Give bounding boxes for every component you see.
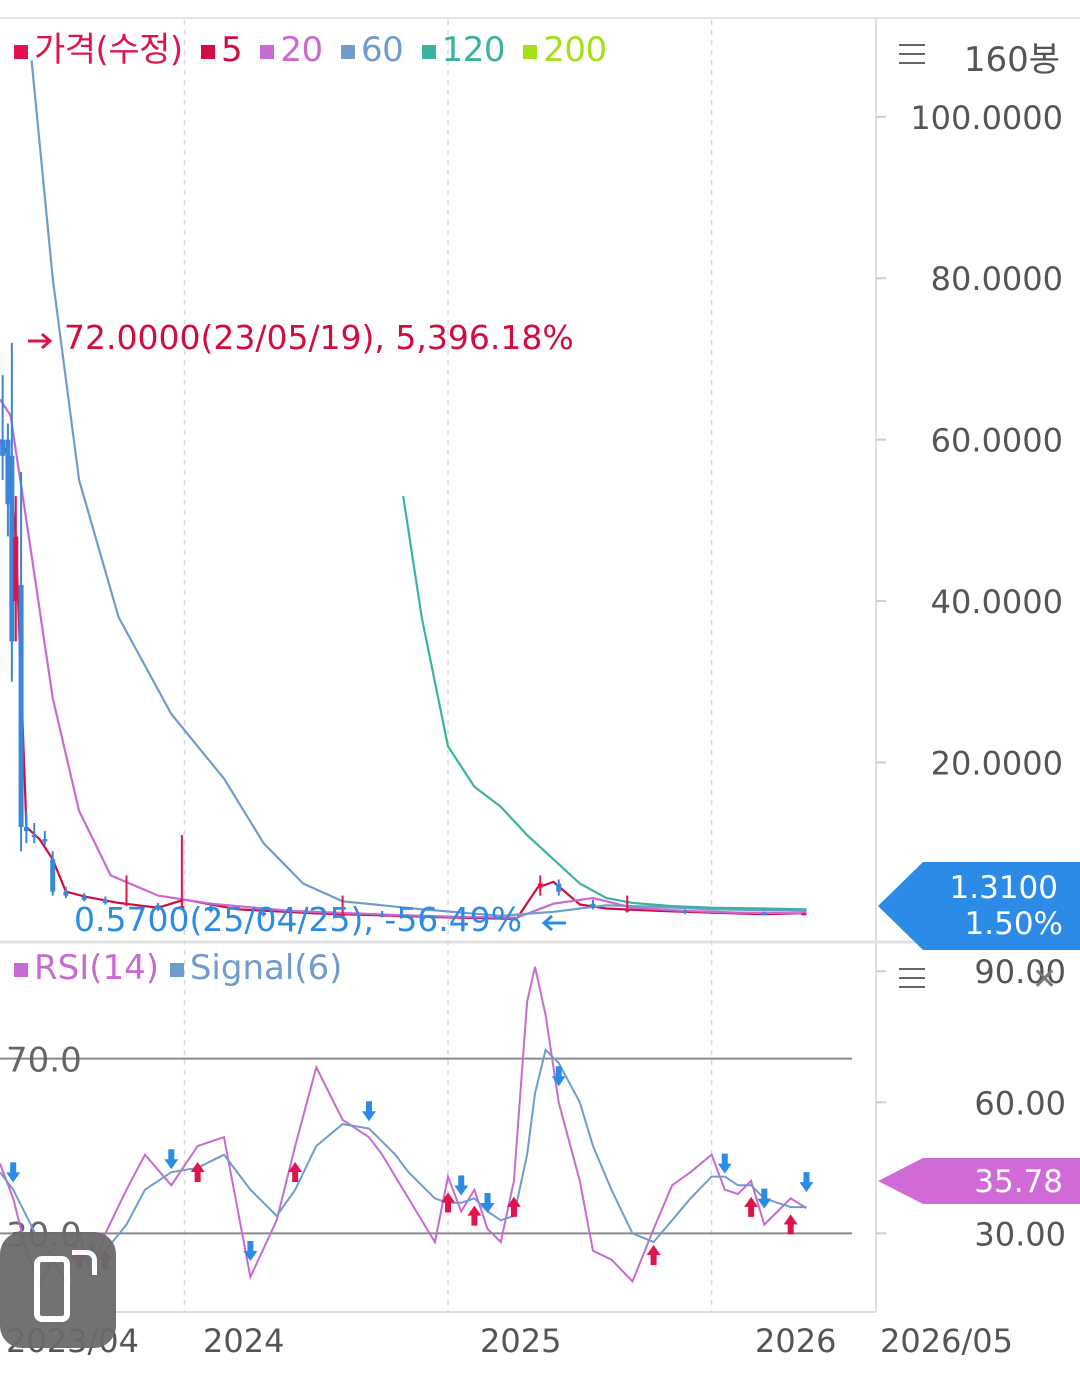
current-rsi-value: 35.78 bbox=[974, 1164, 1063, 1200]
legend-ma200[interactable]: 200 bbox=[523, 30, 607, 70]
current-price-change: 1.50% bbox=[965, 906, 1063, 942]
buy-arrow-icon bbox=[288, 1161, 303, 1182]
ma-line-120 bbox=[402, 495, 807, 911]
price-tick-label: 60.0000 bbox=[931, 422, 1063, 460]
candle-body bbox=[761, 913, 767, 916]
candle-body bbox=[23, 827, 29, 832]
buy-arrow-icon bbox=[190, 1161, 205, 1182]
price-tick-label: 20.0000 bbox=[931, 744, 1063, 782]
candle-body bbox=[379, 914, 385, 917]
arrow-icon bbox=[72, 1250, 97, 1275]
floating-window-button[interactable] bbox=[0, 1232, 116, 1348]
candle-body bbox=[179, 906, 185, 909]
sell-arrow-icon bbox=[480, 1192, 495, 1213]
candle-body bbox=[50, 859, 56, 892]
candle-body bbox=[0, 439, 6, 456]
price-tick-label: 100.0000 bbox=[910, 99, 1063, 137]
high-arrow-icon bbox=[28, 332, 53, 350]
candle-body bbox=[124, 902, 130, 905]
sell-arrow-icon bbox=[243, 1241, 258, 1262]
x-tick-label: 2024 bbox=[203, 1322, 284, 1360]
rsi-tick-label: 90.00 bbox=[974, 953, 1066, 991]
candle-body bbox=[682, 910, 688, 913]
legend-price[interactable]: 가격(수정) bbox=[14, 30, 183, 70]
current-price-badge bbox=[878, 862, 1080, 950]
buy-arrow-icon bbox=[744, 1196, 759, 1217]
candle-body bbox=[208, 906, 214, 911]
sell-arrow-icon bbox=[164, 1149, 179, 1170]
rsi-legend[interactable]: RSI(14) Signal(6) bbox=[14, 948, 342, 988]
buy-arrow-icon bbox=[646, 1244, 661, 1265]
x-tick-label: 2026/05 bbox=[880, 1322, 1013, 1360]
x-tick-label: 2026 bbox=[755, 1322, 836, 1360]
rsi-line bbox=[0, 966, 808, 1289]
rsi-close-icon[interactable]: ✕ bbox=[1032, 962, 1058, 997]
rsi-tick-label: 60.00 bbox=[974, 1084, 1066, 1122]
candle-body bbox=[511, 918, 517, 921]
candle-body bbox=[18, 584, 24, 828]
rsi-menu-icon[interactable] bbox=[899, 968, 925, 988]
buy-arrow-icon bbox=[783, 1214, 798, 1235]
sell-arrow-icon bbox=[551, 1066, 566, 1087]
candle-body bbox=[42, 839, 48, 842]
sell-arrow-icon bbox=[6, 1162, 21, 1183]
buy-arrow-icon bbox=[467, 1205, 482, 1226]
ma-line-5 bbox=[0, 439, 807, 921]
bar-count-label[interactable]: 160봉 bbox=[963, 40, 1060, 80]
candle-body bbox=[537, 883, 543, 888]
sell-arrow-icon bbox=[454, 1175, 469, 1196]
candle-body bbox=[155, 905, 161, 909]
legend-signal[interactable]: Signal(6) bbox=[169, 948, 342, 988]
rsi-tick-label: 30.00 bbox=[974, 1215, 1066, 1253]
sell-arrow-icon bbox=[717, 1153, 732, 1174]
x-tick-label: 2025 bbox=[480, 1322, 561, 1360]
legend-ma120[interactable]: 120 bbox=[421, 30, 505, 70]
low-annotation: 0.5700(25/04/25), -56.49% bbox=[74, 900, 522, 939]
candle-body bbox=[9, 455, 15, 642]
legend-rsi[interactable]: RSI(14) bbox=[14, 948, 159, 988]
legend-ma60[interactable]: 60 bbox=[341, 30, 404, 70]
buy-arrow-icon bbox=[441, 1192, 456, 1213]
candle-body bbox=[31, 835, 37, 838]
price-tick-label: 40.0000 bbox=[931, 583, 1063, 621]
candle-body bbox=[340, 914, 346, 917]
candle-body bbox=[624, 909, 630, 912]
current-price-value: 1.3100 bbox=[950, 870, 1058, 906]
document-icon bbox=[34, 1256, 70, 1322]
low-arrow-icon bbox=[541, 914, 566, 932]
sell-arrow-icon bbox=[799, 1172, 814, 1193]
buy-arrow-icon bbox=[506, 1196, 521, 1217]
sell-arrow-icon bbox=[361, 1101, 376, 1122]
sell-arrow-icon bbox=[757, 1188, 772, 1209]
candle-body bbox=[556, 883, 562, 892]
legend-ma5[interactable]: 5 bbox=[200, 30, 243, 70]
price-menu-icon[interactable] bbox=[899, 44, 925, 64]
candle-body bbox=[261, 912, 267, 915]
candle-body bbox=[63, 891, 69, 896]
candle-body bbox=[801, 913, 807, 916]
rsi-level-label: 70.0 bbox=[6, 1041, 82, 1081]
legend-ma20[interactable]: 20 bbox=[260, 30, 323, 70]
ma-line-60 bbox=[30, 60, 807, 917]
candle-body bbox=[81, 896, 87, 900]
candle-body bbox=[102, 899, 108, 903]
candle-body bbox=[13, 536, 19, 602]
candle-body bbox=[590, 903, 596, 908]
high-annotation: 72.0000(23/05/19), 5,396.18% bbox=[64, 318, 574, 357]
current-rsi-badge bbox=[878, 1158, 1080, 1204]
price-legend[interactable]: 가격(수정) 5 20 60 120 200 bbox=[14, 22, 615, 71]
chart-background bbox=[0, 18, 1080, 1369]
candle-body bbox=[5, 439, 11, 505]
price-tick-label: 80.0000 bbox=[931, 260, 1063, 298]
